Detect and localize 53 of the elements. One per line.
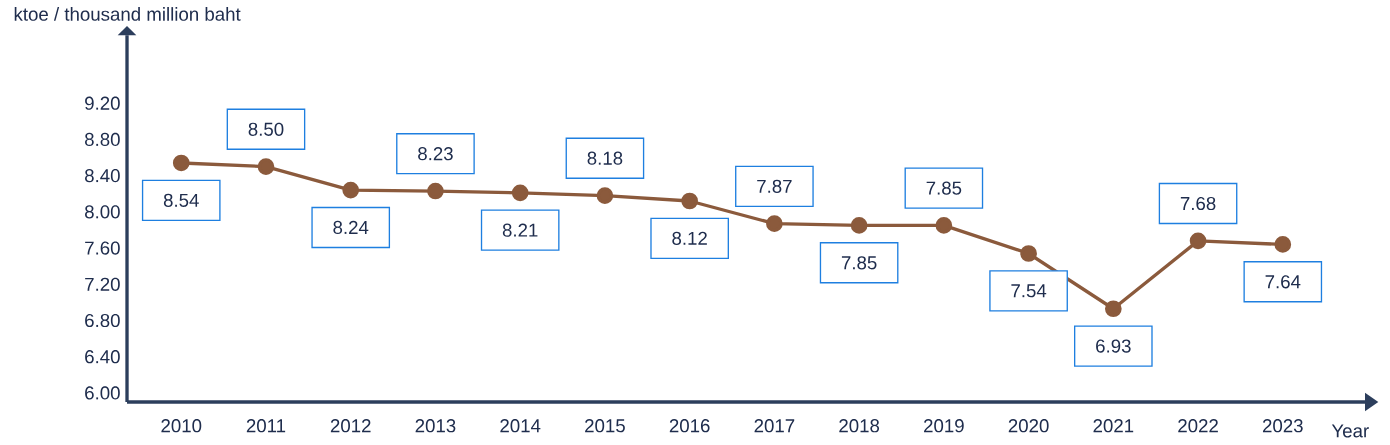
data-label: 7.64 [1265, 275, 1301, 289]
point [935, 217, 953, 234]
x-tick-label: 2014 [500, 419, 541, 433]
data-label: 7.85 [841, 256, 877, 270]
y-tick-label: 6.40 [85, 350, 120, 364]
y-tick-label: 6.00 [85, 386, 120, 400]
y-tick-label: 7.20 [85, 277, 120, 291]
point [596, 187, 614, 204]
x-tick-label: 2021 [1093, 419, 1134, 433]
data-label: 8.54 [163, 193, 199, 207]
x-tick-label: 2012 [330, 419, 371, 433]
data-label: 7.54 [1011, 284, 1047, 298]
data-label: 6.93 [1096, 339, 1131, 353]
data-label: 8.23 [418, 147, 453, 161]
point [1189, 232, 1207, 250]
point [681, 192, 698, 210]
point [257, 158, 275, 175]
y-tick-label: 8.80 [85, 132, 120, 147]
y-axis-title: ktoe / thousand million baht [14, 7, 241, 21]
x-tick-label: 2020 [1008, 419, 1049, 433]
x-tick-label: 2022 [1178, 419, 1218, 433]
point [511, 184, 529, 202]
data-label: 7.87 [757, 179, 792, 193]
data-label: 8.18 [587, 151, 623, 165]
point [342, 181, 360, 199]
point [766, 215, 783, 232]
y-tick-label: 8.00 [85, 205, 120, 219]
y-tick-label: 7.60 [85, 241, 120, 255]
point [1104, 300, 1122, 318]
data-label: 7.85 [926, 181, 962, 195]
x-tick-label: 2018 [839, 419, 880, 433]
point [172, 154, 190, 172]
x-tick-label: 2019 [924, 419, 964, 433]
y-tick-label: 6.80 [85, 313, 120, 328]
data-label: 8.21 [502, 223, 538, 237]
x-tick-label: 2017 [754, 419, 795, 433]
data-label: 7.68 [1180, 196, 1216, 211]
y-tick-label: 9.20 [85, 96, 120, 110]
x-tick-label: 2016 [669, 419, 710, 433]
x-tick-label: 2023 [1262, 419, 1303, 433]
point [427, 182, 444, 200]
x-tick-label: 2013 [415, 419, 456, 433]
point [1020, 245, 1037, 262]
x-tick-label: 2011 [246, 419, 286, 433]
y-tick-label: 8.40 [85, 169, 120, 183]
point [1274, 236, 1292, 253]
x-axis-title: Year [1331, 424, 1369, 438]
point [850, 217, 868, 234]
x-tick-label: 2015 [585, 419, 625, 433]
data-label: 8.24 [333, 220, 369, 235]
data-label: 8.12 [672, 231, 707, 245]
x-tick-label: 2010 [161, 419, 202, 433]
data-label: 8.50 [248, 122, 284, 136]
